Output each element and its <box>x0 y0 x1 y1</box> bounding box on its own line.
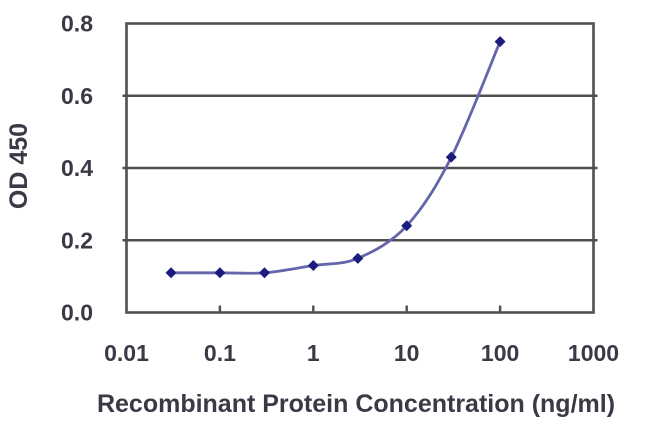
data-point-marker <box>445 151 457 163</box>
data-point-marker <box>307 260 319 272</box>
y-tick-labels: 0.0 0.2 0.4 0.6 0.8 <box>61 11 93 326</box>
y-axis-title: OD 450 <box>5 123 33 209</box>
data-point-marker <box>165 267 177 279</box>
data-point-markers <box>165 36 506 279</box>
y-tick-label: 0.6 <box>61 83 93 109</box>
data-point-marker <box>352 252 364 264</box>
x-tick-labels: 0.01 0.1 1 10 100 1000 <box>104 340 619 366</box>
data-point-marker <box>494 36 506 48</box>
x-tick-label: 0.01 <box>104 340 149 366</box>
data-point-marker <box>258 267 270 279</box>
data-point-marker <box>214 267 226 279</box>
x-tick-label: 1000 <box>568 340 619 366</box>
x-tick-label: 100 <box>481 340 519 366</box>
plot-frame <box>125 22 595 314</box>
x-axis-title: Recombinant Protein Concentration (ng/ml… <box>97 390 615 418</box>
y-tick-label: 0.0 <box>61 300 93 326</box>
x-tick-label: 0.1 <box>204 340 236 366</box>
gridlines <box>122 94 598 242</box>
data-point-marker <box>401 220 413 232</box>
y-tick-label: 0.8 <box>61 11 93 37</box>
y-tick-label: 0.4 <box>61 155 93 181</box>
x-axis-tick-marks <box>218 305 502 312</box>
y-tick-label: 0.2 <box>61 227 93 253</box>
x-tick-label: 1 <box>307 340 320 366</box>
x-tick-label: 10 <box>394 340 420 366</box>
